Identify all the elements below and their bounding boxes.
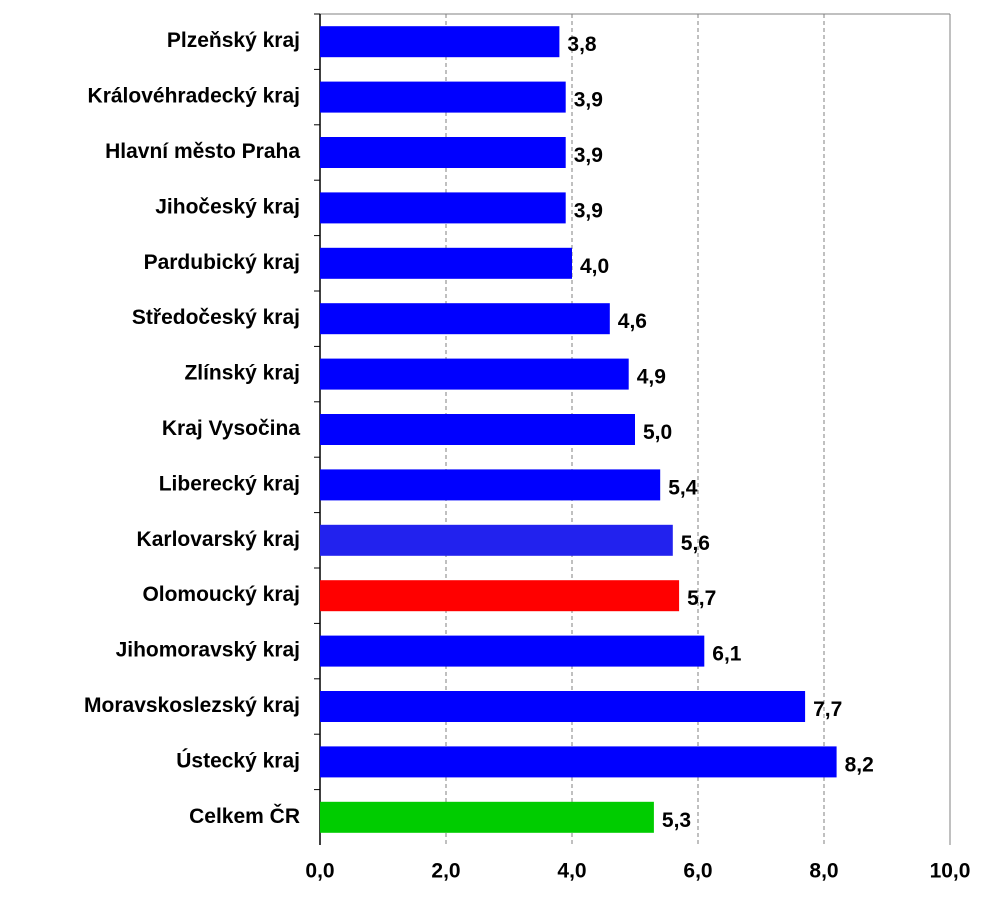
bar: [320, 26, 560, 58]
x-tick-label: 10,0: [930, 860, 971, 883]
bar: [320, 247, 572, 279]
y-tick-label: Hlavní město Praha: [105, 140, 300, 163]
bar: [320, 580, 680, 612]
data-label: 5,3: [662, 809, 691, 832]
x-tick-label: 0,0: [305, 860, 334, 883]
y-tick-label: Kraj Vysočina: [162, 417, 300, 440]
data-label: 4,9: [637, 366, 666, 389]
y-tick-label: Královéhradecký kraj: [88, 85, 300, 108]
x-tick-label: 4,0: [557, 860, 586, 883]
bar: [320, 358, 629, 390]
bar: [320, 303, 610, 335]
data-label: 4,0: [580, 255, 609, 278]
y-tick-label: Středočeský kraj: [132, 306, 300, 329]
data-label: 5,0: [643, 421, 672, 444]
data-label: 4,6: [618, 310, 647, 333]
bar: [320, 137, 566, 168]
y-tick-label: Karlovarský kraj: [137, 528, 300, 551]
y-tick-label: Celkem ČR: [189, 804, 300, 828]
data-label: 3,9: [574, 199, 603, 222]
bar: [320, 801, 654, 833]
data-label: 8,2: [845, 753, 874, 776]
x-tick-label: 6,0: [683, 860, 712, 883]
bar: [320, 192, 566, 224]
data-label: 5,6: [681, 532, 710, 555]
y-tick-label: Pardubický kraj: [144, 251, 300, 274]
y-tick-label: Ústecký kraj: [176, 748, 300, 772]
y-tick-label: Jihomoravský kraj: [116, 639, 300, 662]
bar: [320, 635, 705, 667]
y-tick-label: Plzeňský kraj: [167, 29, 300, 52]
data-label: 3,9: [574, 89, 603, 112]
bar: [320, 414, 635, 445]
bar: [320, 691, 806, 722]
data-label: 6,1: [712, 643, 742, 666]
bar: [320, 469, 661, 501]
bar: [320, 524, 673, 556]
data-label: 7,7: [813, 698, 842, 721]
x-tick-label: 2,0: [431, 860, 460, 883]
y-tick-label: Olomoucký kraj: [142, 583, 300, 606]
data-label: 3,9: [574, 144, 603, 167]
bar: [320, 746, 837, 778]
data-label: 5,4: [668, 476, 698, 499]
bar: [320, 81, 566, 113]
y-tick-label: Liberecký kraj: [159, 472, 300, 495]
y-tick-label: Jihočeský kraj: [155, 195, 300, 218]
y-tick-label: Zlínský kraj: [184, 362, 300, 385]
x-tick-label: 8,0: [809, 860, 838, 883]
data-label: 5,7: [687, 587, 716, 610]
data-label: 3,8: [567, 33, 597, 56]
y-tick-label: Moravskoslezský kraj: [84, 694, 300, 717]
